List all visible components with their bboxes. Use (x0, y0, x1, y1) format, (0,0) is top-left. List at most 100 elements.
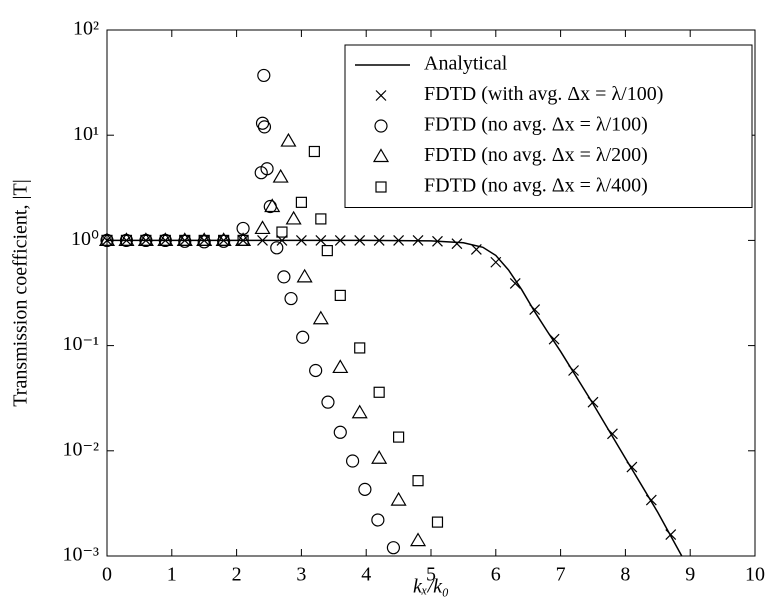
square-marker (373, 386, 385, 398)
cross-marker (257, 234, 268, 246)
square-marker (198, 234, 210, 246)
cross-marker (645, 494, 657, 506)
circle-marker (309, 363, 323, 378)
legend-label: FDTD (no avg. Δx = λ/100) (424, 114, 648, 136)
cross-marker (334, 234, 346, 246)
x-tick-label: 0 (102, 564, 112, 586)
x-tick-label: 4 (361, 564, 371, 586)
cross-marker (548, 333, 560, 345)
x-tick-label: 9 (685, 564, 695, 586)
cross-marker (101, 234, 113, 246)
triangle-marker (280, 132, 297, 147)
square-marker (431, 516, 444, 528)
circle-marker (257, 120, 272, 134)
square-marker (237, 234, 249, 246)
cross-marker (490, 256, 502, 268)
y-tick-label: 10⁻² (62, 438, 99, 460)
triangle-marker (390, 491, 407, 506)
x-tick-label: 8 (620, 564, 630, 586)
cross-marker (140, 234, 152, 246)
square-marker (120, 234, 133, 246)
square-marker (334, 289, 346, 302)
triangle-marker (372, 148, 390, 163)
triangle-marker (254, 220, 271, 235)
circle-marker (371, 513, 385, 527)
cross-marker (375, 90, 387, 101)
legend-label: Analytical (424, 53, 508, 75)
cross-marker (568, 365, 579, 376)
cross-marker (237, 234, 249, 246)
cross-marker (509, 277, 521, 289)
circle-marker (358, 482, 372, 496)
circle-marker (257, 68, 271, 83)
legend-box (344, 44, 753, 208)
circle-marker (321, 395, 335, 409)
circle-marker (277, 270, 291, 284)
square-marker (321, 244, 333, 257)
circle-marker (345, 454, 360, 468)
square-marker (218, 234, 230, 246)
circle-marker (374, 119, 388, 133)
cross-marker (373, 234, 385, 246)
triangle-marker (264, 198, 281, 213)
cross-marker (626, 461, 638, 473)
cross-marker (587, 396, 599, 408)
y-tick-label: 10¹ (73, 123, 99, 145)
circle-marker (386, 541, 401, 555)
square-marker (393, 431, 405, 443)
y-tick-label: 10⁻¹ (62, 333, 99, 355)
x-tick-label: 2 (232, 564, 242, 586)
cross-marker (121, 234, 132, 246)
y-tick-label: 10² (73, 18, 99, 40)
square-marker (276, 226, 288, 238)
y-tick-label: 10⁻³ (62, 544, 99, 566)
analytical-line (107, 239, 683, 556)
x-tick-label: 1 (167, 564, 177, 586)
cross-marker (412, 234, 424, 246)
square-marker (354, 342, 366, 354)
triangle-marker (285, 210, 302, 225)
y-axis-label: Transmission coefficient, |T| (10, 179, 32, 406)
cross-marker (665, 529, 677, 540)
square-marker (179, 234, 191, 246)
cross-marker (470, 244, 482, 255)
square-marker (159, 234, 171, 246)
cross-marker (315, 234, 327, 246)
cross-marker (295, 234, 307, 246)
square-marker (375, 181, 387, 193)
circle-marker (270, 241, 284, 255)
cross-marker (432, 235, 443, 247)
y-tick-label: 10⁰ (71, 228, 99, 250)
x-tick-label: 10 (745, 564, 765, 586)
cross-marker (607, 428, 618, 440)
circle-marker (296, 330, 310, 344)
circle-marker (260, 162, 274, 176)
circle-marker (333, 425, 347, 439)
cross-marker (159, 234, 171, 246)
legend-label: FDTD (with avg. Δx = λ/100) (424, 83, 663, 105)
triangle-marker (312, 310, 329, 325)
triangle-marker (296, 268, 313, 283)
cross-marker (354, 234, 366, 246)
triangle-marker (351, 404, 368, 419)
triangle-marker (272, 168, 289, 183)
legend-label: FDTD (no avg. Δx = λ/400) (424, 175, 648, 197)
square-marker (315, 213, 327, 225)
x-tick-label: 5 (426, 564, 436, 586)
square-marker (412, 475, 424, 487)
cross-marker (393, 234, 405, 246)
x-tick-label: 3 (296, 564, 306, 586)
circle-marker (284, 291, 298, 306)
square-marker (295, 196, 307, 208)
triangle-marker (371, 450, 388, 464)
x-tick-label: 6 (491, 564, 501, 586)
triangle-marker (409, 532, 427, 547)
x-axis-label: kₓ/k₀ (413, 576, 449, 598)
cross-marker (451, 238, 463, 250)
legend-label: FDTD (no avg. Δx = λ/200) (424, 144, 648, 166)
triangle-marker (332, 359, 349, 374)
x-tick-label: 7 (556, 564, 566, 586)
square-marker (140, 234, 152, 246)
square-marker (101, 234, 113, 246)
